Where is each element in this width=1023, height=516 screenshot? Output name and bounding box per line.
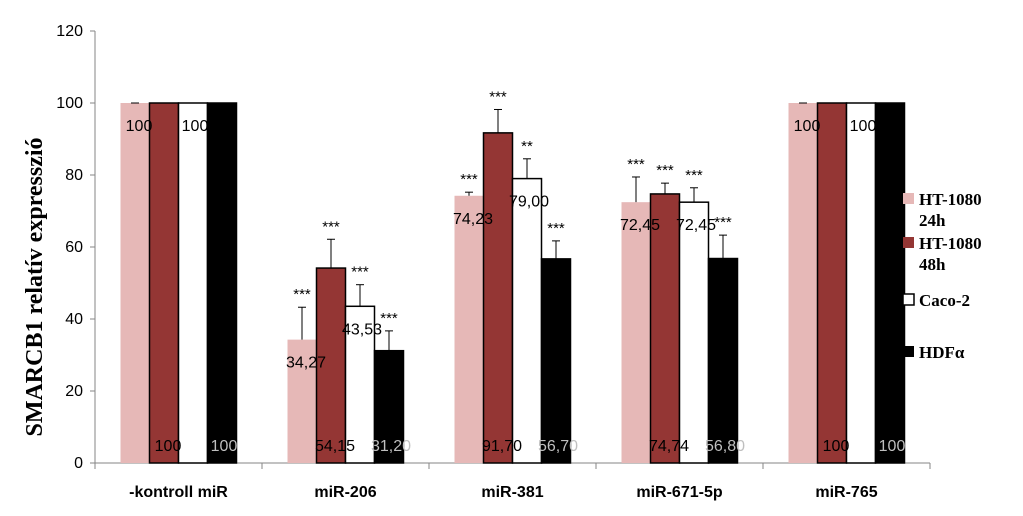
bar (540, 258, 572, 464)
x-category-label: miR-671-5p (636, 484, 722, 501)
y-tick-label: 0 (74, 455, 83, 472)
significance-marker: *** (351, 264, 369, 281)
y-tick-label: 60 (65, 239, 83, 256)
data-label: 74,74 (649, 438, 689, 455)
significance-markers: ******************************** *** (293, 88, 732, 326)
data-label: 100 (155, 438, 182, 455)
significance-marker: *** (489, 88, 507, 105)
data-label: 79,00 (509, 194, 549, 211)
data-label: 34,27 (286, 355, 326, 372)
legend-swatch (903, 193, 914, 204)
data-label: 100 (850, 118, 877, 135)
legend-entry-label: 24h (919, 211, 946, 230)
bar (621, 202, 651, 463)
x-category-label: miR-381 (481, 484, 543, 501)
legend-swatch (903, 346, 914, 357)
data-labels: 100 34,27 74,23 72,45 100 100 54,15 91,70 74,74 1… (126, 118, 906, 455)
data-label: 31,20 (371, 438, 411, 455)
data-label: 100 (823, 438, 850, 455)
bar (788, 103, 818, 463)
significance-marker: *** (547, 220, 565, 237)
significance-marker: *** (322, 218, 340, 235)
x-category-label: -kontroll miR (129, 484, 228, 501)
data-label: 56,80 (705, 438, 745, 455)
data-label: 100 (794, 118, 821, 135)
data-label: 100 (182, 118, 209, 135)
legend-entry-label: HDFα (919, 343, 965, 362)
y-tick-label: 80 (65, 167, 83, 184)
bar (649, 193, 681, 464)
legend: HT-1080 24h HT-1080 48h Caco-2 HDFα (902, 190, 982, 362)
bar (874, 102, 906, 464)
significance-marker: *** (293, 286, 311, 303)
bar (511, 177, 543, 464)
significance-marker: *** (685, 167, 703, 184)
legend-entry-label: HT-1080 (919, 234, 982, 253)
y-tick-label: 20 (65, 383, 83, 400)
x-category-label: miR-206 (314, 484, 376, 501)
data-label: 72,45 (676, 217, 716, 234)
bar (120, 103, 150, 463)
legend-entry-label: Caco-2 (919, 291, 970, 310)
bar (845, 102, 877, 464)
bar (678, 201, 710, 464)
legend-entry-label: HT-1080 (919, 190, 982, 209)
significance-marker: *** (714, 214, 732, 231)
bar (373, 349, 405, 464)
legend-swatch (902, 293, 915, 306)
y-tick-label: 100 (56, 95, 83, 112)
legend-swatch (903, 237, 914, 248)
legend-entry-label: 48h (919, 255, 946, 274)
data-label: 91,70 (482, 438, 522, 455)
bar (177, 102, 209, 464)
data-label: 72,45 (620, 217, 660, 234)
bar (482, 132, 514, 464)
bar (816, 102, 848, 464)
bar (454, 195, 484, 463)
significance-marker: *** (380, 310, 398, 327)
significance-marker: *** (460, 171, 478, 188)
x-category-label: miR-765 (815, 484, 877, 501)
data-label: 56,70 (538, 438, 578, 455)
data-label: 100 (211, 438, 238, 455)
y-tick-label: 120 (56, 23, 83, 40)
data-label: 100 (126, 118, 153, 135)
bar (315, 267, 347, 464)
bar (707, 257, 739, 464)
bars (120, 102, 906, 464)
significance-marker: *** (656, 162, 674, 179)
data-label: 43,53 (342, 321, 382, 338)
data-label: 100 (879, 438, 906, 455)
bar (206, 102, 238, 464)
data-label: 54,15 (315, 438, 355, 455)
bar (287, 339, 317, 463)
bar (148, 102, 180, 464)
y-axis-label: SMARCB1 relatív expresszió (22, 137, 48, 436)
error-bars (131, 102, 894, 351)
axes: 0 20 40 60 80 100 120 -kontroll miR miR-206 miR-3… (56, 23, 931, 501)
data-label: 74,23 (453, 211, 493, 228)
y-tick-label: 40 (65, 311, 83, 328)
significance-marker: ** (521, 138, 533, 155)
significance-marker: *** (627, 156, 645, 173)
